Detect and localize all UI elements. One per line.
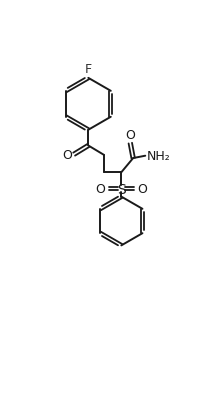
Text: S: S (116, 182, 125, 196)
Text: O: O (136, 183, 146, 196)
Text: F: F (84, 63, 92, 76)
Text: O: O (125, 128, 135, 142)
Text: O: O (95, 183, 105, 196)
Text: O: O (62, 149, 72, 162)
Text: NH₂: NH₂ (146, 150, 169, 163)
